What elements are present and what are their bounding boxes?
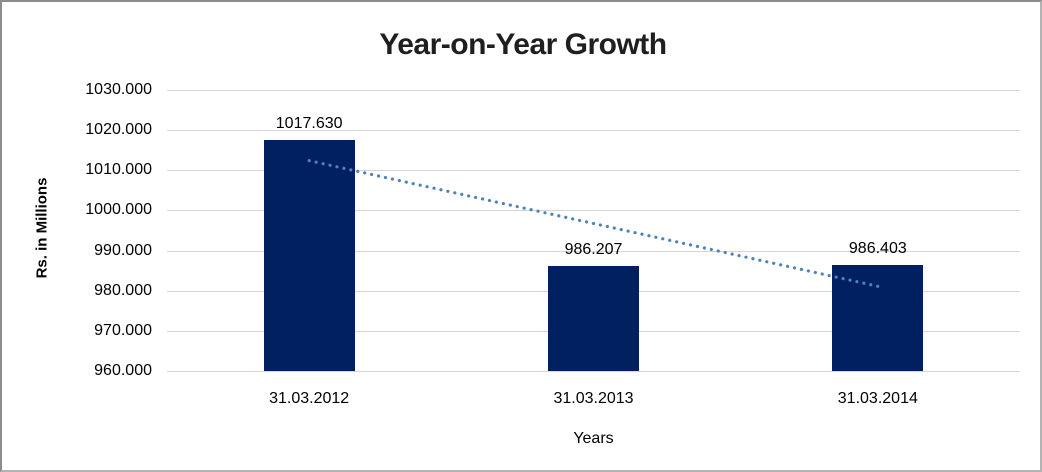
bar <box>548 265 639 371</box>
trendline <box>307 159 880 288</box>
y-tick-label: 990.000 <box>94 241 152 259</box>
y-tick-label: 980.000 <box>94 281 152 299</box>
x-tick-label: 31.03.2013 <box>553 390 634 407</box>
y-tick-label: 1020.000 <box>85 121 152 139</box>
y-tick-label: 970.000 <box>94 321 152 339</box>
y-tick-label: 1000.000 <box>85 201 152 219</box>
bar <box>832 265 924 371</box>
gridline <box>167 90 1020 91</box>
y-tick-label: 1030.000 <box>85 81 152 98</box>
bar-data-label: 986.207 <box>564 240 623 258</box>
gridline <box>167 210 1020 212</box>
y-axis-title: Rs. in Millions <box>33 177 51 279</box>
chart-title: Year-on-Year Growth <box>379 28 667 61</box>
plot-area: 1017.630 986.207 986.403 <box>167 90 1020 372</box>
y-tick-label: 960.000 <box>94 362 152 379</box>
y-tick-label: 1010.000 <box>85 161 152 179</box>
bar <box>263 139 355 371</box>
bar-data-label: 1017.630 <box>275 114 343 132</box>
gridline <box>167 371 1020 372</box>
x-tick-label: 31.03.2014 <box>837 390 918 407</box>
x-axis-title: Years <box>573 430 614 447</box>
bar-data-label: 986.403 <box>848 240 907 257</box>
x-tick-label: 31.03.2012 <box>269 390 350 407</box>
gridline <box>167 130 1020 132</box>
gridline <box>167 250 1020 252</box>
gridline <box>167 170 1020 172</box>
